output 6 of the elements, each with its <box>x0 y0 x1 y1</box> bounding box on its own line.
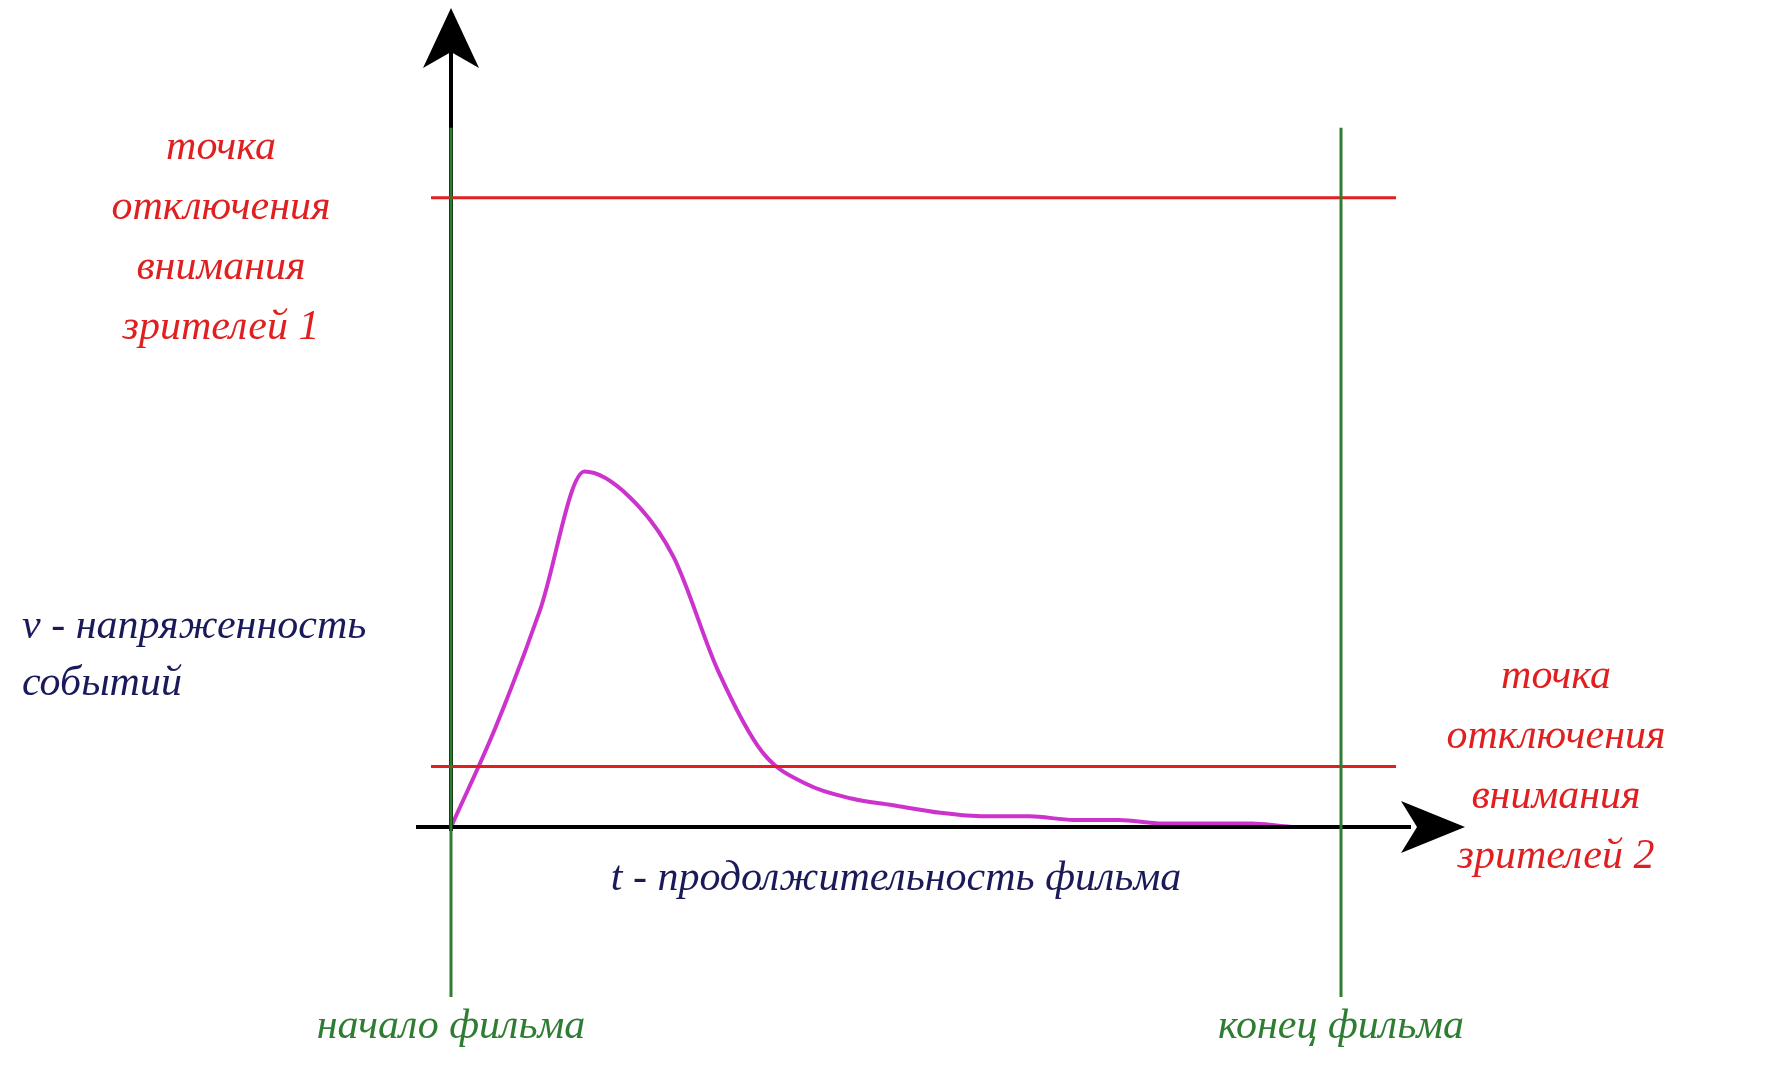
x-axis-title: t - продолжительность фильма <box>610 853 1182 900</box>
text: конец фильма <box>1217 1001 1465 1048</box>
ref-line-label: точка отключения внимания зрителей 2 <box>1446 650 1666 877</box>
text: начало фильма <box>316 1001 586 1048</box>
y-axis-title: v - напряженность событий <box>22 601 367 705</box>
ref-line-label: точка отключения внимания зрителей 1 <box>111 121 331 348</box>
